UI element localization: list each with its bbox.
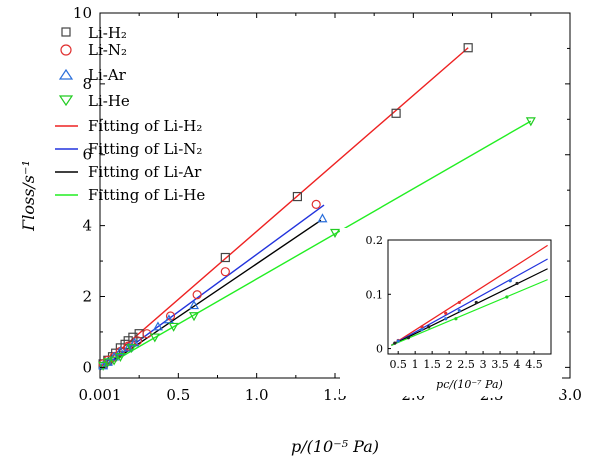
legend-entry-fit-li-he: Fitting of Li-He [55, 186, 205, 204]
data-point-square [463, 43, 473, 53]
inset-x-tick-label: 2.5 [457, 358, 475, 371]
data-point-circle [220, 267, 230, 277]
inset-x-tick-label: 3.5 [491, 358, 509, 371]
inset-x-tick-label: 0.5 [389, 358, 407, 371]
legend-marker-square [61, 27, 71, 37]
inset-data-point [396, 339, 400, 343]
data-point-triangle-down [98, 361, 109, 371]
inset-plot-frame [387, 239, 552, 355]
inset-x-tick-label: 4.5 [525, 358, 543, 371]
y-tick-label: 4 [82, 217, 92, 235]
legend-marker-triangle-down [58, 95, 74, 107]
inset-x-tick-label: 1.5 [423, 358, 441, 371]
inset-data-point [420, 327, 424, 332]
inset-data-point [427, 325, 431, 329]
inset-data-point [457, 308, 461, 313]
data-point-square [391, 108, 401, 118]
data-point-triangle-down [525, 117, 536, 127]
x-axis-label: p/(10⁻⁵ Pa) [291, 437, 379, 456]
inset-y-tick-label: 0.1 [366, 288, 384, 301]
data-point-triangle-up [317, 213, 328, 223]
data-point-triangle-up [152, 321, 163, 331]
data-point-circle [311, 199, 321, 209]
data-point-square [292, 191, 302, 202]
inset-data-point [505, 295, 509, 299]
inset-y-tick-label: 0.2 [366, 234, 384, 247]
data-point-triangle-up [188, 300, 200, 310]
main-data-points [98, 43, 536, 371]
inset-data-point [515, 281, 519, 286]
legend-label-li-h2: Li-H₂ [88, 24, 127, 42]
legend-entry-li-n2: Li-N₂ [60, 41, 127, 59]
data-point-triangle-up [109, 351, 120, 361]
legend-entry-fit-li-ar: Fitting of Li-Ar [55, 163, 202, 181]
inset-x-tick-label: 3 [480, 358, 487, 371]
legend-entry-fit-li-n2: Fitting of Li-N₂ [55, 140, 202, 158]
inset-fit-line-1 [391, 258, 548, 346]
legend-entry-li-ar: Li-Ar [58, 66, 127, 84]
y-tick-label: 8 [82, 75, 92, 93]
inset-fit-lines [391, 244, 548, 346]
inset-x-axis-label: pc/(10⁻⁷ Pa) [436, 378, 503, 391]
data-point-triangle-down [109, 356, 120, 366]
inset-x-tick-label: 2 [446, 358, 453, 371]
legend-label-li-ar: Li-Ar [88, 66, 127, 84]
data-point-triangle-down [168, 322, 179, 332]
legend-label-fit-li-h2: Fitting of Li-H₂ [88, 117, 202, 135]
inset-data-point [406, 336, 410, 340]
data-point-square [220, 252, 230, 263]
inset-data-point [508, 279, 512, 283]
inset-fit-line-3 [391, 279, 548, 346]
inset-data-point [474, 300, 478, 305]
inset-x-tick-label: 4 [514, 358, 521, 371]
legend-entry-fit-li-h2: Fitting of Li-H₂ [55, 117, 202, 135]
x-tick-label: 0.5 [166, 386, 190, 404]
y-tick-label: 10 [73, 4, 92, 22]
inset-data-point [393, 341, 397, 345]
legend-entry-li-he: Li-He [58, 92, 130, 110]
legend-marker-triangle-up [58, 68, 74, 80]
data-point-triangle-down [188, 312, 200, 322]
data-point-triangle-down [149, 333, 160, 343]
inset-ticks: 0.5 1 1.5 2 2.5 3 3.5 4 4.5 0 0.1 0.2 [366, 234, 543, 371]
x-tick-label: 0.001 [79, 386, 122, 404]
y-tick-label: 0 [82, 358, 92, 376]
y-tick-label: 6 [82, 146, 92, 164]
data-point-circle [142, 329, 152, 339]
inset-data-point [444, 317, 448, 321]
data-point-triangle-up [163, 314, 174, 324]
legend-marker-circle [60, 44, 72, 56]
inset-y-tick-label: 0 [376, 343, 383, 356]
inset-data-point [454, 317, 458, 321]
data-point-triangle-down [126, 344, 137, 354]
fit-line-0 [99, 47, 469, 368]
inset-chart: 0.5 1 1.5 2 2.5 3 3.5 4 4.5 0 0.1 0.2 pc/(10⁻⁷ Pa) [340, 228, 562, 396]
legend-label-fit-li-he: Fitting of Li-He [88, 186, 205, 204]
legend: Li-H₂ Li-N₂ Li-Ar Li-He Fitting of Li-H₂… [55, 24, 205, 204]
data-point-triangle-down [102, 358, 113, 368]
legend-entry-li-h2: Li-H₂ [61, 24, 127, 42]
y-tick-label: 2 [82, 287, 92, 305]
inset-x-tick-label: 1 [412, 358, 419, 371]
data-point-circle [192, 290, 202, 300]
data-point-triangle-up [123, 342, 134, 352]
inset-fit-line-2 [391, 268, 548, 346]
data-point-triangle-down [115, 352, 126, 362]
legend-label-li-he: Li-He [88, 92, 130, 110]
inset-data-point [444, 311, 448, 315]
data-point-circle [165, 311, 176, 321]
data-point-triangle-up [115, 346, 126, 356]
inset-fit-line-0 [391, 244, 548, 346]
inset-data-points [393, 279, 519, 345]
x-tick-label: 1.0 [245, 386, 269, 404]
legend-label-fit-li-n2: Fitting of Li-N₂ [88, 140, 202, 158]
legend-label-li-n2: Li-N₂ [88, 41, 127, 59]
data-point-triangle-down [329, 228, 341, 238]
inset-data-point [457, 300, 461, 305]
x-tick-label: 3.0 [558, 386, 582, 404]
y-axis-label: Γloss/s⁻¹ [19, 160, 38, 232]
inset-data-point [420, 325, 424, 329]
legend-label-fit-li-ar: Fitting of Li-Ar [88, 163, 202, 181]
